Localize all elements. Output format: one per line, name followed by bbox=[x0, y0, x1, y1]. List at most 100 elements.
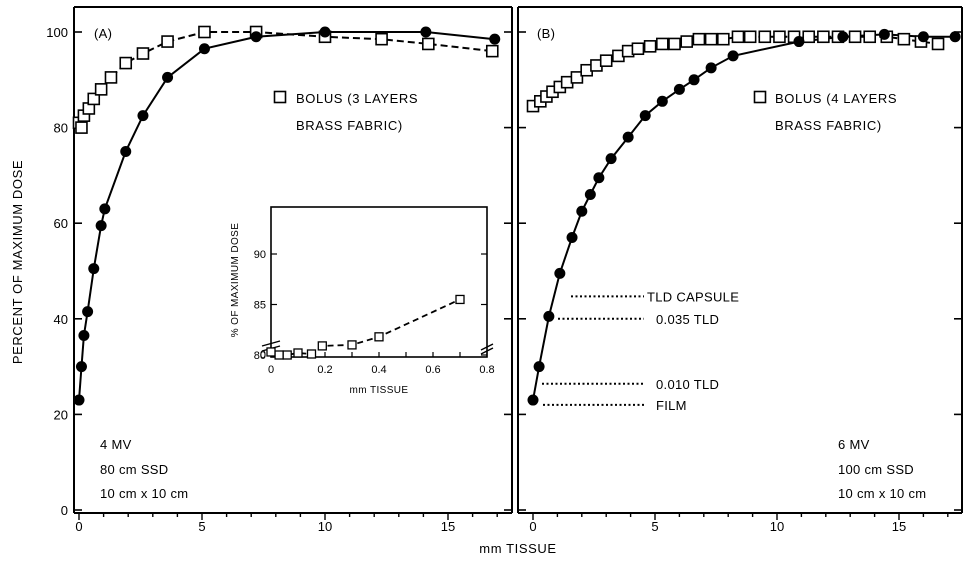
panel-a-dashed-curve bbox=[78, 31, 493, 131]
panel-a-frame bbox=[73, 6, 513, 514]
panel-b-circle-point bbox=[554, 267, 566, 279]
panel-a-circle-point bbox=[489, 33, 501, 45]
panel-b-circle-point bbox=[584, 189, 596, 201]
annotation-label: TLD CAPSULE bbox=[647, 289, 739, 304]
panel-a-inset: 080 85 90 0 0.2 0.4 0.6 0.8 % OF MAXIMUM DOSE m… bbox=[230, 206, 495, 396]
panel-b-circle-point bbox=[673, 83, 685, 95]
panel-b-circle-point bbox=[878, 28, 890, 40]
panel-a-note-energy: 4 MV bbox=[100, 437, 132, 452]
panel-b-square-point bbox=[731, 30, 745, 44]
panel-a-circle-point bbox=[99, 203, 111, 215]
annotation-label: 0.035 TLD bbox=[656, 312, 719, 327]
annotation-label: 0.010 TLD bbox=[656, 377, 719, 392]
panel-b-square-point bbox=[863, 30, 877, 44]
inset-y-label: % OF MAXIMUM DOSE bbox=[230, 223, 241, 338]
panel-a-points bbox=[72, 25, 501, 406]
panel-a-square-point bbox=[87, 92, 101, 106]
panel-b-legend: BOLUS (4 LAYERS BRASS FABRIC) bbox=[753, 90, 897, 133]
panel-b-frame bbox=[517, 6, 963, 514]
panel-b-circle-point bbox=[527, 394, 539, 406]
inset-x-tick-label: 0 bbox=[268, 364, 274, 376]
panel-b-square-point bbox=[570, 71, 584, 84]
panel-b-points bbox=[526, 28, 961, 406]
panel-a-note-field: 10 cm x 10 cm bbox=[100, 486, 188, 501]
panel-a-circle-point bbox=[73, 394, 85, 406]
panel-b-solid-curve bbox=[532, 33, 956, 401]
panel-b-x-tick-label: 0 bbox=[529, 519, 536, 534]
inset-curve bbox=[270, 298, 461, 356]
panel-a-x-tick-label: 5 bbox=[198, 519, 205, 534]
inset-square-point bbox=[455, 294, 465, 305]
panel-b-circle-point bbox=[576, 205, 588, 217]
panel-a-circle-point bbox=[420, 26, 432, 38]
panel-a-square-point bbox=[104, 71, 118, 84]
panel-a-circle-point bbox=[198, 43, 210, 55]
panel-b-legend-line-1: BOLUS (4 LAYERS bbox=[775, 91, 897, 106]
inset-square-point bbox=[293, 348, 303, 358]
inset-square-point bbox=[317, 341, 327, 351]
panel-a-circle-point bbox=[120, 146, 132, 157]
panel-b: 0 5 10 15 TLD CAPSULE 0.035 TLD 0.010 TLD FILM… bbox=[517, 6, 963, 534]
panel-b-circle-point bbox=[688, 74, 700, 86]
panel-a-y-tick-label: 100 bbox=[46, 25, 68, 40]
panel-a-y-tick-label: 0 bbox=[61, 503, 68, 518]
panel-b-x-tick-label: 5 bbox=[651, 519, 658, 534]
panel-b-legend-line-2: BRASS FABRIC) bbox=[775, 118, 882, 133]
panel-a-legend: BOLUS (3 LAYERS BRASS FABRIC) bbox=[273, 90, 418, 133]
panel-b-square-point bbox=[743, 30, 757, 44]
panel-a-curves bbox=[78, 31, 495, 401]
inset-square-point bbox=[266, 347, 276, 357]
panel-a-circle-point bbox=[137, 110, 149, 122]
inset-square-point bbox=[347, 340, 357, 350]
panel-b-curves bbox=[532, 33, 956, 401]
inset-y-tick-label: 0 bbox=[260, 349, 266, 361]
panel-a-circle-point bbox=[250, 31, 262, 43]
panel-b-circle-point bbox=[837, 31, 849, 43]
panel-b-x-tick-label: 10 bbox=[770, 519, 784, 534]
panel-a-y-tick-label: 40 bbox=[54, 312, 68, 327]
panel-a-circle-point bbox=[88, 263, 100, 275]
panel-b-circle-point bbox=[793, 36, 805, 48]
panel-a-x-tick-label: 15 bbox=[441, 519, 455, 534]
panel-a-square-point bbox=[119, 56, 133, 70]
inset-points bbox=[266, 294, 465, 360]
panel-b-square-point bbox=[758, 30, 772, 44]
annotation-label: FILM bbox=[656, 398, 687, 413]
panel-a-legend-line-2: BRASS FABRIC) bbox=[296, 118, 403, 133]
inset-square-point bbox=[282, 350, 292, 360]
panel-a-x-tick-label: 0 bbox=[75, 519, 82, 534]
panel-a-square-point bbox=[94, 83, 108, 96]
panel-a-square-point bbox=[485, 44, 499, 58]
panel-a-circle-point bbox=[95, 220, 107, 232]
y-axis-label: PERCENT OF MAXIMUM DOSE bbox=[10, 160, 25, 364]
inset-dashed-curve bbox=[270, 298, 461, 356]
panel-b-circle-point bbox=[593, 172, 605, 184]
panel-b-square-point bbox=[599, 54, 613, 67]
inset-square-point bbox=[306, 349, 317, 359]
panel-b-square-point bbox=[802, 30, 816, 44]
panel-b-circle-point bbox=[639, 110, 651, 122]
panel-a-y-tick-label: 60 bbox=[54, 216, 68, 231]
inset-y-tick-label: 85 bbox=[254, 300, 266, 312]
inset-square-point bbox=[374, 332, 384, 342]
inset-y-tick-label: 80 bbox=[254, 350, 266, 362]
inset-x-label: mm TISSUE bbox=[350, 385, 409, 396]
panel-a-label: (A) bbox=[94, 26, 112, 41]
panel-a-square-point bbox=[198, 25, 211, 39]
panel-b-circle-point bbox=[566, 232, 578, 244]
panel-b-circle-point bbox=[949, 31, 961, 43]
panel-a-square-point bbox=[375, 32, 388, 46]
panel-b-note-energy: 6 MV bbox=[838, 437, 870, 452]
inset-axis-break-right bbox=[480, 343, 494, 355]
x-axis-label: mm TISSUE bbox=[479, 541, 556, 556]
panel-b-x-tick-label: 15 bbox=[892, 519, 906, 534]
panel-b-annotations: TLD CAPSULE 0.035 TLD 0.010 TLD FILM bbox=[542, 289, 739, 413]
panel-b-circle-point bbox=[543, 310, 555, 322]
panel-b-circle-point bbox=[533, 361, 545, 373]
panel-a: 0 20 40 60 80 100 0 5 10 15 (A) BOLUS (3 LAYERS B… bbox=[46, 6, 513, 534]
panel-b-square-point bbox=[631, 42, 645, 56]
panel-b-label: (B) bbox=[537, 26, 555, 41]
panel-a-solid-curve bbox=[78, 31, 495, 401]
panel-b-ticks: 0 5 10 15 bbox=[518, 31, 962, 534]
inset-y-tick-label: 90 bbox=[254, 249, 266, 261]
